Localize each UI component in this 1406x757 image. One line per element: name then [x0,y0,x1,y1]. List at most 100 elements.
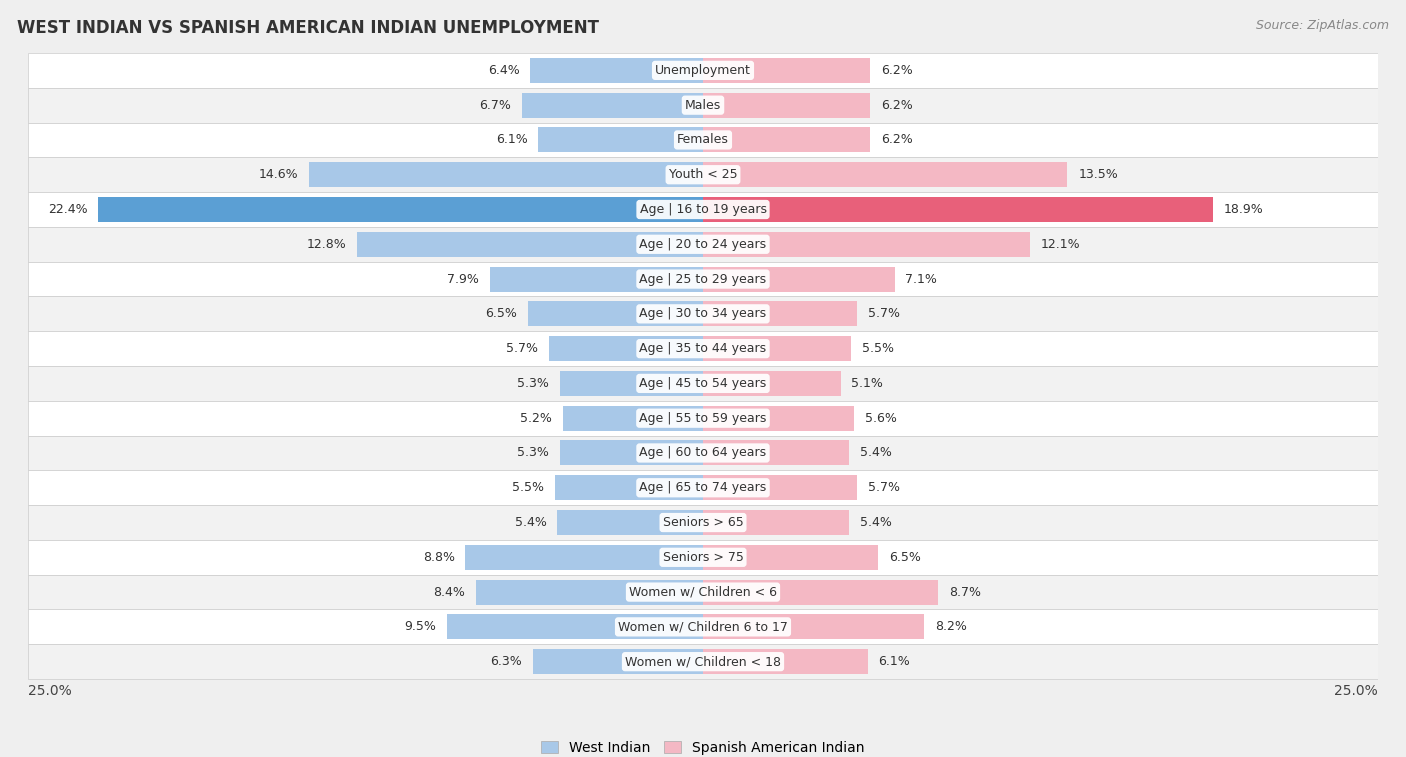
Bar [703,371,841,396]
FancyBboxPatch shape [28,400,1378,435]
Text: 7.9%: 7.9% [447,273,479,285]
Bar [560,441,703,466]
FancyBboxPatch shape [28,157,1378,192]
Text: Age | 55 to 59 years: Age | 55 to 59 years [640,412,766,425]
Bar [703,127,870,152]
Text: Unemployment: Unemployment [655,64,751,77]
Text: 6.4%: 6.4% [488,64,519,77]
FancyBboxPatch shape [28,123,1378,157]
Text: 5.3%: 5.3% [517,447,550,459]
Text: 8.7%: 8.7% [949,586,980,599]
Text: 12.1%: 12.1% [1040,238,1080,251]
Text: 18.9%: 18.9% [1225,203,1264,216]
Text: Age | 60 to 64 years: Age | 60 to 64 years [640,447,766,459]
Bar [703,301,856,326]
Text: 8.8%: 8.8% [423,551,454,564]
Text: Women w/ Children < 18: Women w/ Children < 18 [626,655,780,668]
Bar [703,58,870,83]
Bar [703,475,856,500]
Text: 5.7%: 5.7% [506,342,538,355]
Text: Youth < 25: Youth < 25 [669,168,737,181]
FancyBboxPatch shape [28,435,1378,470]
Bar [560,371,703,396]
FancyBboxPatch shape [28,644,1378,679]
Text: Age | 65 to 74 years: Age | 65 to 74 years [640,481,766,494]
Bar [703,615,924,640]
Text: 14.6%: 14.6% [259,168,298,181]
Bar [530,58,703,83]
Text: Women w/ Children 6 to 17: Women w/ Children 6 to 17 [619,621,787,634]
Bar [98,197,703,222]
FancyBboxPatch shape [28,192,1378,227]
FancyBboxPatch shape [28,575,1378,609]
Bar [477,580,703,605]
Text: Males: Males [685,98,721,112]
Bar [703,232,1029,257]
Text: Age | 45 to 54 years: Age | 45 to 54 years [640,377,766,390]
FancyBboxPatch shape [28,332,1378,366]
Text: Age | 35 to 44 years: Age | 35 to 44 years [640,342,766,355]
Bar [703,197,1213,222]
Bar [703,441,849,466]
Bar [357,232,703,257]
Text: 5.7%: 5.7% [868,481,900,494]
Text: Age | 20 to 24 years: Age | 20 to 24 years [640,238,766,251]
Bar [703,92,870,117]
Text: 6.3%: 6.3% [491,655,522,668]
Legend: West Indian, Spanish American Indian: West Indian, Spanish American Indian [536,735,870,757]
Text: 8.4%: 8.4% [433,586,465,599]
Text: 5.5%: 5.5% [512,481,544,494]
Text: 5.6%: 5.6% [865,412,897,425]
Bar [703,162,1067,187]
FancyBboxPatch shape [28,227,1378,262]
Text: 7.1%: 7.1% [905,273,938,285]
Bar [703,266,894,291]
Text: 5.5%: 5.5% [862,342,894,355]
Text: 6.7%: 6.7% [479,98,512,112]
FancyBboxPatch shape [28,540,1378,575]
Bar [703,580,938,605]
Text: 5.4%: 5.4% [515,516,547,529]
Text: 5.2%: 5.2% [520,412,551,425]
Text: 12.8%: 12.8% [307,238,347,251]
Text: 6.2%: 6.2% [882,98,912,112]
Text: 6.5%: 6.5% [485,307,517,320]
Bar [703,336,852,361]
Bar [538,127,703,152]
Text: 8.2%: 8.2% [935,621,967,634]
Bar [703,545,879,570]
Bar [703,650,868,674]
FancyBboxPatch shape [28,297,1378,332]
Text: 5.1%: 5.1% [852,377,883,390]
FancyBboxPatch shape [28,609,1378,644]
Bar [527,301,703,326]
Text: Seniors > 65: Seniors > 65 [662,516,744,529]
Bar [554,475,703,500]
Text: 6.1%: 6.1% [496,133,527,146]
Text: 6.2%: 6.2% [882,64,912,77]
Text: 22.4%: 22.4% [48,203,87,216]
Bar [557,510,703,535]
Text: Women w/ Children < 6: Women w/ Children < 6 [628,586,778,599]
FancyBboxPatch shape [28,53,1378,88]
Text: 25.0%: 25.0% [28,684,72,698]
Bar [703,510,849,535]
Text: Age | 30 to 34 years: Age | 30 to 34 years [640,307,766,320]
Bar [465,545,703,570]
Text: 9.5%: 9.5% [404,621,436,634]
FancyBboxPatch shape [28,470,1378,505]
FancyBboxPatch shape [28,88,1378,123]
Text: 5.4%: 5.4% [859,516,891,529]
Bar [309,162,703,187]
Text: 6.2%: 6.2% [882,133,912,146]
Text: 6.1%: 6.1% [879,655,910,668]
Text: Source: ZipAtlas.com: Source: ZipAtlas.com [1256,19,1389,32]
Bar [533,650,703,674]
Text: 6.5%: 6.5% [889,551,921,564]
Bar [489,266,703,291]
Bar [447,615,703,640]
FancyBboxPatch shape [28,262,1378,297]
Text: 5.4%: 5.4% [859,447,891,459]
Text: 5.3%: 5.3% [517,377,550,390]
Text: Age | 25 to 29 years: Age | 25 to 29 years [640,273,766,285]
